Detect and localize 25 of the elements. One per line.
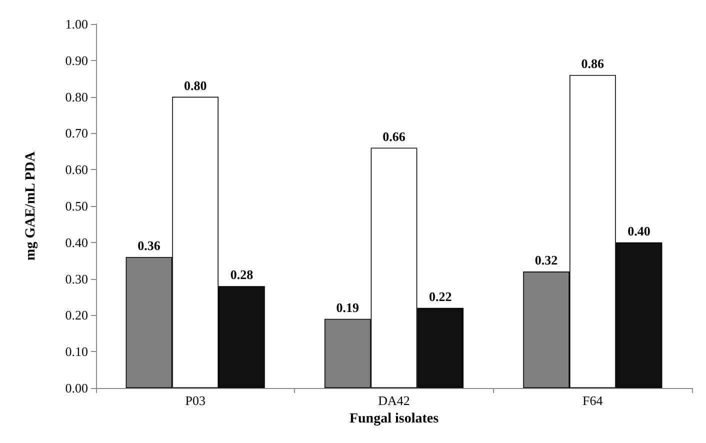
y-tick-label: 0.00 xyxy=(65,380,88,396)
data-label: 0.19 xyxy=(336,300,360,315)
y-tick-label: 0.20 xyxy=(65,308,88,323)
y-tick-label: 0.70 xyxy=(65,126,88,141)
x-tick-label: P03 xyxy=(185,393,206,408)
x-tick-label: F64 xyxy=(582,393,604,408)
y-tick-label: 0.30 xyxy=(65,271,88,286)
data-label: 0.40 xyxy=(628,223,650,238)
data-label: 0.32 xyxy=(534,252,558,268)
y-tick-label: 0.50 xyxy=(65,198,88,214)
y-tick-label: 0.80 xyxy=(65,89,88,104)
y-tick-label: 0.10 xyxy=(65,344,88,360)
data-label: 0.22 xyxy=(428,288,452,304)
data-label: 0.36 xyxy=(138,238,161,253)
data-label: 0.28 xyxy=(230,267,254,282)
data-label: 0.86 xyxy=(581,56,605,71)
y-tick-label: 0.90 xyxy=(65,52,88,68)
x-tick-label: DA42 xyxy=(378,393,410,408)
y-axis-title: mg GAE/mL PDA xyxy=(24,150,38,260)
data-label: 0.66 xyxy=(382,128,406,144)
data-label: 0.80 xyxy=(184,78,207,93)
y-tick-label: 1.00 xyxy=(65,16,88,32)
y-tick-label: 0.60 xyxy=(65,162,88,178)
x-axis-title: Fungal isolates xyxy=(349,411,440,426)
y-tick-label: 0.40 xyxy=(65,234,88,250)
